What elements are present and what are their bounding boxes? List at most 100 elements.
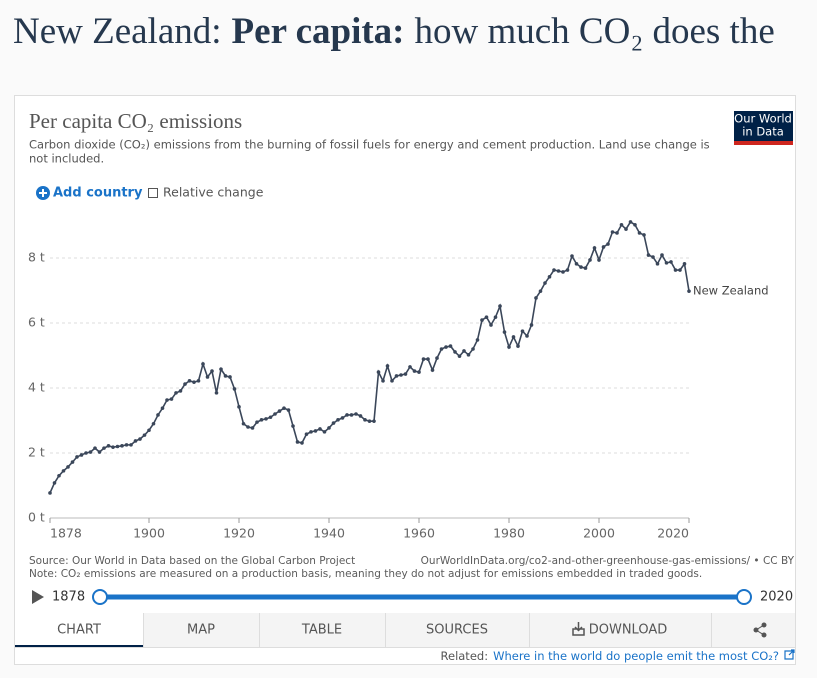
data-point xyxy=(637,231,642,235)
data-point xyxy=(57,473,61,478)
y-tick-label: 6 t xyxy=(28,315,45,330)
timeline-end: 2020 xyxy=(760,590,793,605)
data-point xyxy=(129,443,133,447)
x-tick-label: 2020 xyxy=(657,526,689,541)
tab[interactable]: MAP xyxy=(187,623,215,638)
data-point xyxy=(597,258,601,262)
timeline-start: 1878 xyxy=(52,590,85,605)
data-point xyxy=(223,374,228,378)
add-country[interactable]: Add country xyxy=(36,186,143,201)
data-point xyxy=(210,369,214,373)
data-point xyxy=(354,412,358,416)
download-icon xyxy=(572,622,585,636)
data-point xyxy=(367,419,372,423)
data-point xyxy=(133,439,138,443)
data-point xyxy=(250,426,255,430)
data-point xyxy=(678,268,682,272)
data-point xyxy=(363,418,367,422)
data-point xyxy=(673,268,678,272)
play-button[interactable] xyxy=(32,590,44,604)
chart-title: Per capita CO₂ emissions xyxy=(29,109,242,133)
logo-stripe xyxy=(734,141,793,145)
data-point xyxy=(390,379,394,383)
data-point xyxy=(538,289,543,293)
data-point xyxy=(624,227,628,231)
checkbox[interactable] xyxy=(148,188,158,198)
tab-active xyxy=(15,613,143,647)
data-point xyxy=(610,230,615,234)
data-point xyxy=(430,368,435,372)
y-tick-label: 2 t xyxy=(28,445,45,460)
data-point xyxy=(547,275,552,279)
heading-place: New Zealand: xyxy=(13,11,222,52)
data-point xyxy=(97,450,102,454)
data-point xyxy=(682,262,687,266)
data-point xyxy=(201,362,205,366)
add-country-label: Add country xyxy=(53,186,143,201)
heading-topic: Per capita: xyxy=(232,11,405,52)
y-tick-label: 8 t xyxy=(28,250,45,265)
data-point xyxy=(615,231,619,235)
related-link[interactable]: Where in the world do people emit the mo… xyxy=(493,649,779,663)
data-point xyxy=(183,382,187,386)
tab[interactable]: DOWNLOAD xyxy=(589,623,668,638)
data-point xyxy=(687,289,691,293)
logo[interactable] xyxy=(734,111,793,144)
x-tick-label: 1980 xyxy=(493,526,525,541)
data-point xyxy=(561,270,565,274)
data-point xyxy=(228,375,232,379)
tab[interactable]: CHART xyxy=(57,623,101,638)
data-point xyxy=(313,429,318,433)
share-lines xyxy=(755,624,765,636)
data-point xyxy=(601,245,606,249)
data-point xyxy=(327,426,331,430)
data-point xyxy=(345,413,349,417)
data-point xyxy=(318,427,322,431)
tab[interactable]: TABLE xyxy=(301,623,342,638)
data-point xyxy=(408,365,412,369)
related-label: Related: xyxy=(441,649,489,663)
data-point xyxy=(543,281,547,285)
source: Source: Our World in Data based on the G… xyxy=(29,555,355,567)
data-point xyxy=(484,315,489,319)
chart-subtitle: not included. xyxy=(29,152,104,166)
plot: 0 t 2 t 4 t 6 t 8 t 1878 1900 1920 1940 1960 1980 2… xyxy=(28,220,769,541)
add-icon-plus xyxy=(39,189,47,197)
data-point xyxy=(435,356,439,360)
data-point xyxy=(196,379,201,383)
data-point xyxy=(583,266,588,270)
data-point xyxy=(147,428,151,433)
data-point xyxy=(664,261,669,265)
tab[interactable]: SOURCES xyxy=(426,623,488,638)
data-point xyxy=(511,335,516,339)
source-url[interactable]: OurWorldInData.org/co2-and-other-greenho… xyxy=(421,555,795,567)
data-point xyxy=(111,445,115,449)
data-point xyxy=(552,268,556,272)
data-point xyxy=(192,380,196,384)
data-point xyxy=(286,408,291,412)
data-point xyxy=(106,444,111,448)
data-point xyxy=(394,374,399,378)
data-point xyxy=(160,406,165,410)
data-point xyxy=(48,491,52,495)
data-point xyxy=(75,455,79,459)
data-point xyxy=(358,414,363,418)
data-point xyxy=(331,421,336,425)
data-point xyxy=(516,344,520,348)
data-point xyxy=(295,440,300,444)
y-tick-label: 0 t xyxy=(28,510,45,525)
data-point xyxy=(606,242,610,246)
timeline-handle[interactable] xyxy=(92,589,108,605)
chart-subtitle: Carbon dioxide (CO₂) emissions from the … xyxy=(29,138,710,152)
logo-text: Our World xyxy=(734,112,792,126)
data-point xyxy=(421,357,426,361)
data-point xyxy=(142,433,147,437)
timeline-handle[interactable] xyxy=(736,589,752,605)
share-icon[interactable] xyxy=(753,622,767,638)
data-point xyxy=(232,387,237,391)
note: Note: CO₂ emissions are measured on a pr… xyxy=(29,568,702,580)
data-point xyxy=(489,323,493,327)
data-point xyxy=(277,409,282,413)
data-point xyxy=(151,421,156,426)
